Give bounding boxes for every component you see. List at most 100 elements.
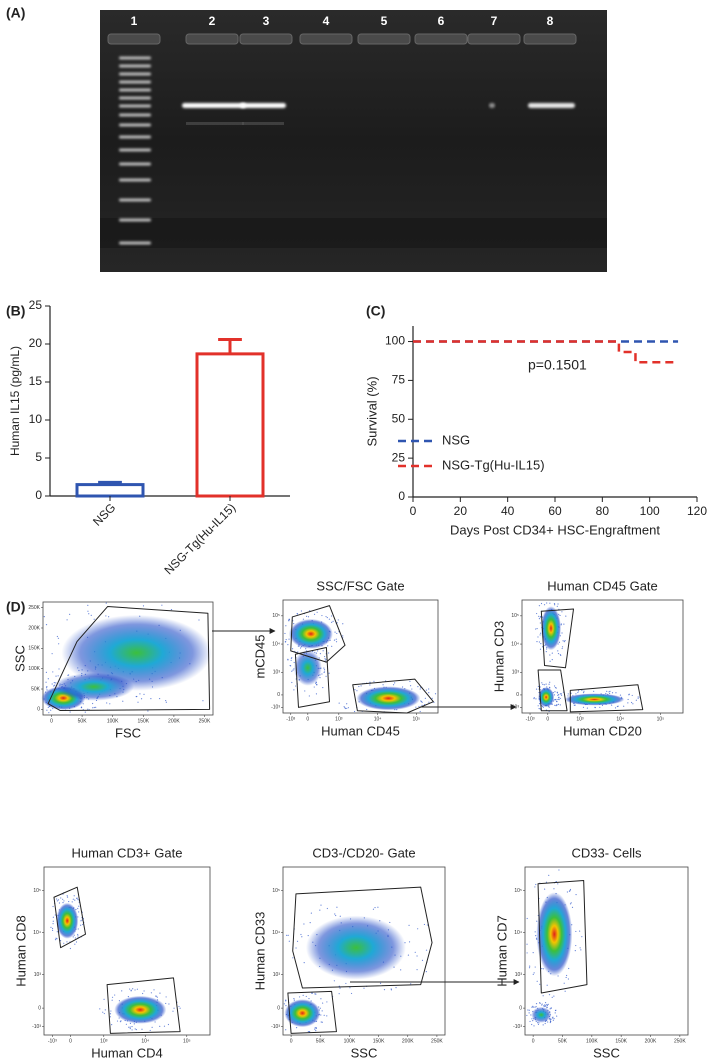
event-dot bbox=[335, 914, 337, 917]
event-dot bbox=[58, 643, 60, 645]
event-dot bbox=[546, 648, 548, 650]
event-dot bbox=[103, 998, 105, 1000]
ladder-band bbox=[119, 218, 151, 222]
event-dot bbox=[333, 639, 336, 641]
event-dot bbox=[285, 625, 287, 627]
event-dot bbox=[408, 941, 411, 943]
y-tick-label: 75 bbox=[392, 373, 406, 387]
event-dot bbox=[307, 1031, 309, 1033]
event-dot bbox=[630, 701, 633, 704]
event-dot bbox=[135, 1028, 137, 1031]
event-dot bbox=[549, 1021, 551, 1024]
event-dot bbox=[533, 1025, 535, 1027]
event-dot bbox=[326, 616, 328, 619]
event-dot bbox=[300, 933, 302, 936]
event-dot bbox=[409, 680, 411, 682]
event-dot bbox=[143, 693, 145, 695]
density-blob bbox=[56, 902, 79, 939]
event-dot bbox=[421, 704, 423, 706]
event-dot bbox=[69, 711, 71, 713]
lane-label: 6 bbox=[438, 14, 445, 28]
event-dot bbox=[533, 697, 535, 700]
event-dot bbox=[565, 974, 568, 977]
event-dot bbox=[417, 686, 419, 688]
flow-y-tick-label: 10⁵ bbox=[33, 888, 41, 894]
event-dot bbox=[573, 704, 575, 706]
event-dot bbox=[295, 947, 297, 949]
event-dot bbox=[90, 614, 92, 616]
event-dot bbox=[285, 641, 287, 643]
ladder-band bbox=[119, 123, 151, 127]
event-dot bbox=[553, 603, 556, 605]
x-tick-label: 40 bbox=[501, 504, 515, 518]
event-dot bbox=[343, 706, 345, 708]
event-dot bbox=[608, 691, 610, 693]
event-dot bbox=[338, 702, 340, 704]
flow-x-label: SSC bbox=[593, 1045, 620, 1060]
event-dot bbox=[569, 888, 572, 891]
flow-x-label: Human CD20 bbox=[563, 723, 642, 738]
event-dot bbox=[80, 706, 83, 708]
event-dot bbox=[288, 638, 290, 640]
event-dot bbox=[293, 999, 295, 1001]
y-tick-label: 25 bbox=[392, 450, 406, 464]
event-dot bbox=[563, 982, 565, 984]
flow-x-tick-label: 100K bbox=[344, 1038, 356, 1044]
event-dot bbox=[568, 967, 570, 970]
event-dot bbox=[308, 695, 310, 697]
gate bbox=[290, 605, 346, 663]
event-dot bbox=[558, 696, 560, 698]
event-dot bbox=[322, 650, 324, 652]
event-dot bbox=[293, 689, 295, 691]
event-dot bbox=[52, 671, 54, 673]
event-dot bbox=[551, 652, 553, 654]
flow-y-tick-label: 0 bbox=[516, 692, 519, 698]
event-dot bbox=[531, 1018, 533, 1020]
event-dot bbox=[142, 992, 144, 995]
lane-label: 7 bbox=[491, 14, 498, 28]
event-dot bbox=[537, 1023, 540, 1026]
event-dot bbox=[389, 921, 391, 924]
event-dot bbox=[328, 652, 330, 654]
event-dot bbox=[51, 927, 54, 930]
event-dot bbox=[172, 1010, 174, 1012]
plot-points bbox=[50, 892, 181, 1032]
event-dot bbox=[332, 620, 334, 622]
density-blob bbox=[538, 687, 555, 708]
event-dot bbox=[137, 701, 139, 703]
density-blob bbox=[293, 649, 322, 686]
event-dot bbox=[131, 1025, 133, 1028]
event-dot bbox=[121, 990, 123, 992]
event-dot bbox=[426, 924, 428, 926]
flow-x-tick-label: 200K bbox=[402, 1038, 414, 1044]
y-tick-label: 0 bbox=[35, 488, 42, 502]
event-dot bbox=[561, 632, 563, 634]
event-dot bbox=[550, 1007, 552, 1009]
flow-x-tick-label: 50K bbox=[558, 1038, 568, 1044]
event-dot bbox=[549, 681, 551, 683]
flow-y-label: Human CD33 bbox=[252, 912, 267, 991]
event-dot bbox=[322, 1002, 324, 1004]
event-dot bbox=[541, 682, 543, 684]
flow-y-tick-label: 200K bbox=[28, 625, 40, 631]
event-dot bbox=[556, 605, 558, 607]
event-dot bbox=[325, 658, 327, 661]
event-dot bbox=[50, 709, 52, 711]
event-dot bbox=[323, 667, 325, 669]
flow-x-tick-label: 10⁵ bbox=[657, 716, 665, 722]
event-dot bbox=[418, 705, 420, 708]
flow-y-tick-label: 10³ bbox=[34, 972, 42, 978]
annotation: p=0.1501 bbox=[528, 357, 587, 373]
event-dot bbox=[84, 711, 86, 713]
y-tick-label: 20 bbox=[29, 336, 43, 350]
flow-x-tick-label: 250K bbox=[431, 1038, 443, 1044]
event-dot bbox=[534, 931, 536, 933]
event-dot bbox=[563, 623, 565, 625]
flow-x-tick-label: 100K bbox=[107, 718, 119, 724]
event-dot bbox=[87, 610, 89, 612]
event-dot bbox=[539, 616, 541, 618]
event-dot bbox=[287, 659, 289, 661]
event-dot bbox=[336, 632, 338, 635]
event-dot bbox=[632, 703, 634, 705]
event-dot bbox=[299, 647, 302, 649]
